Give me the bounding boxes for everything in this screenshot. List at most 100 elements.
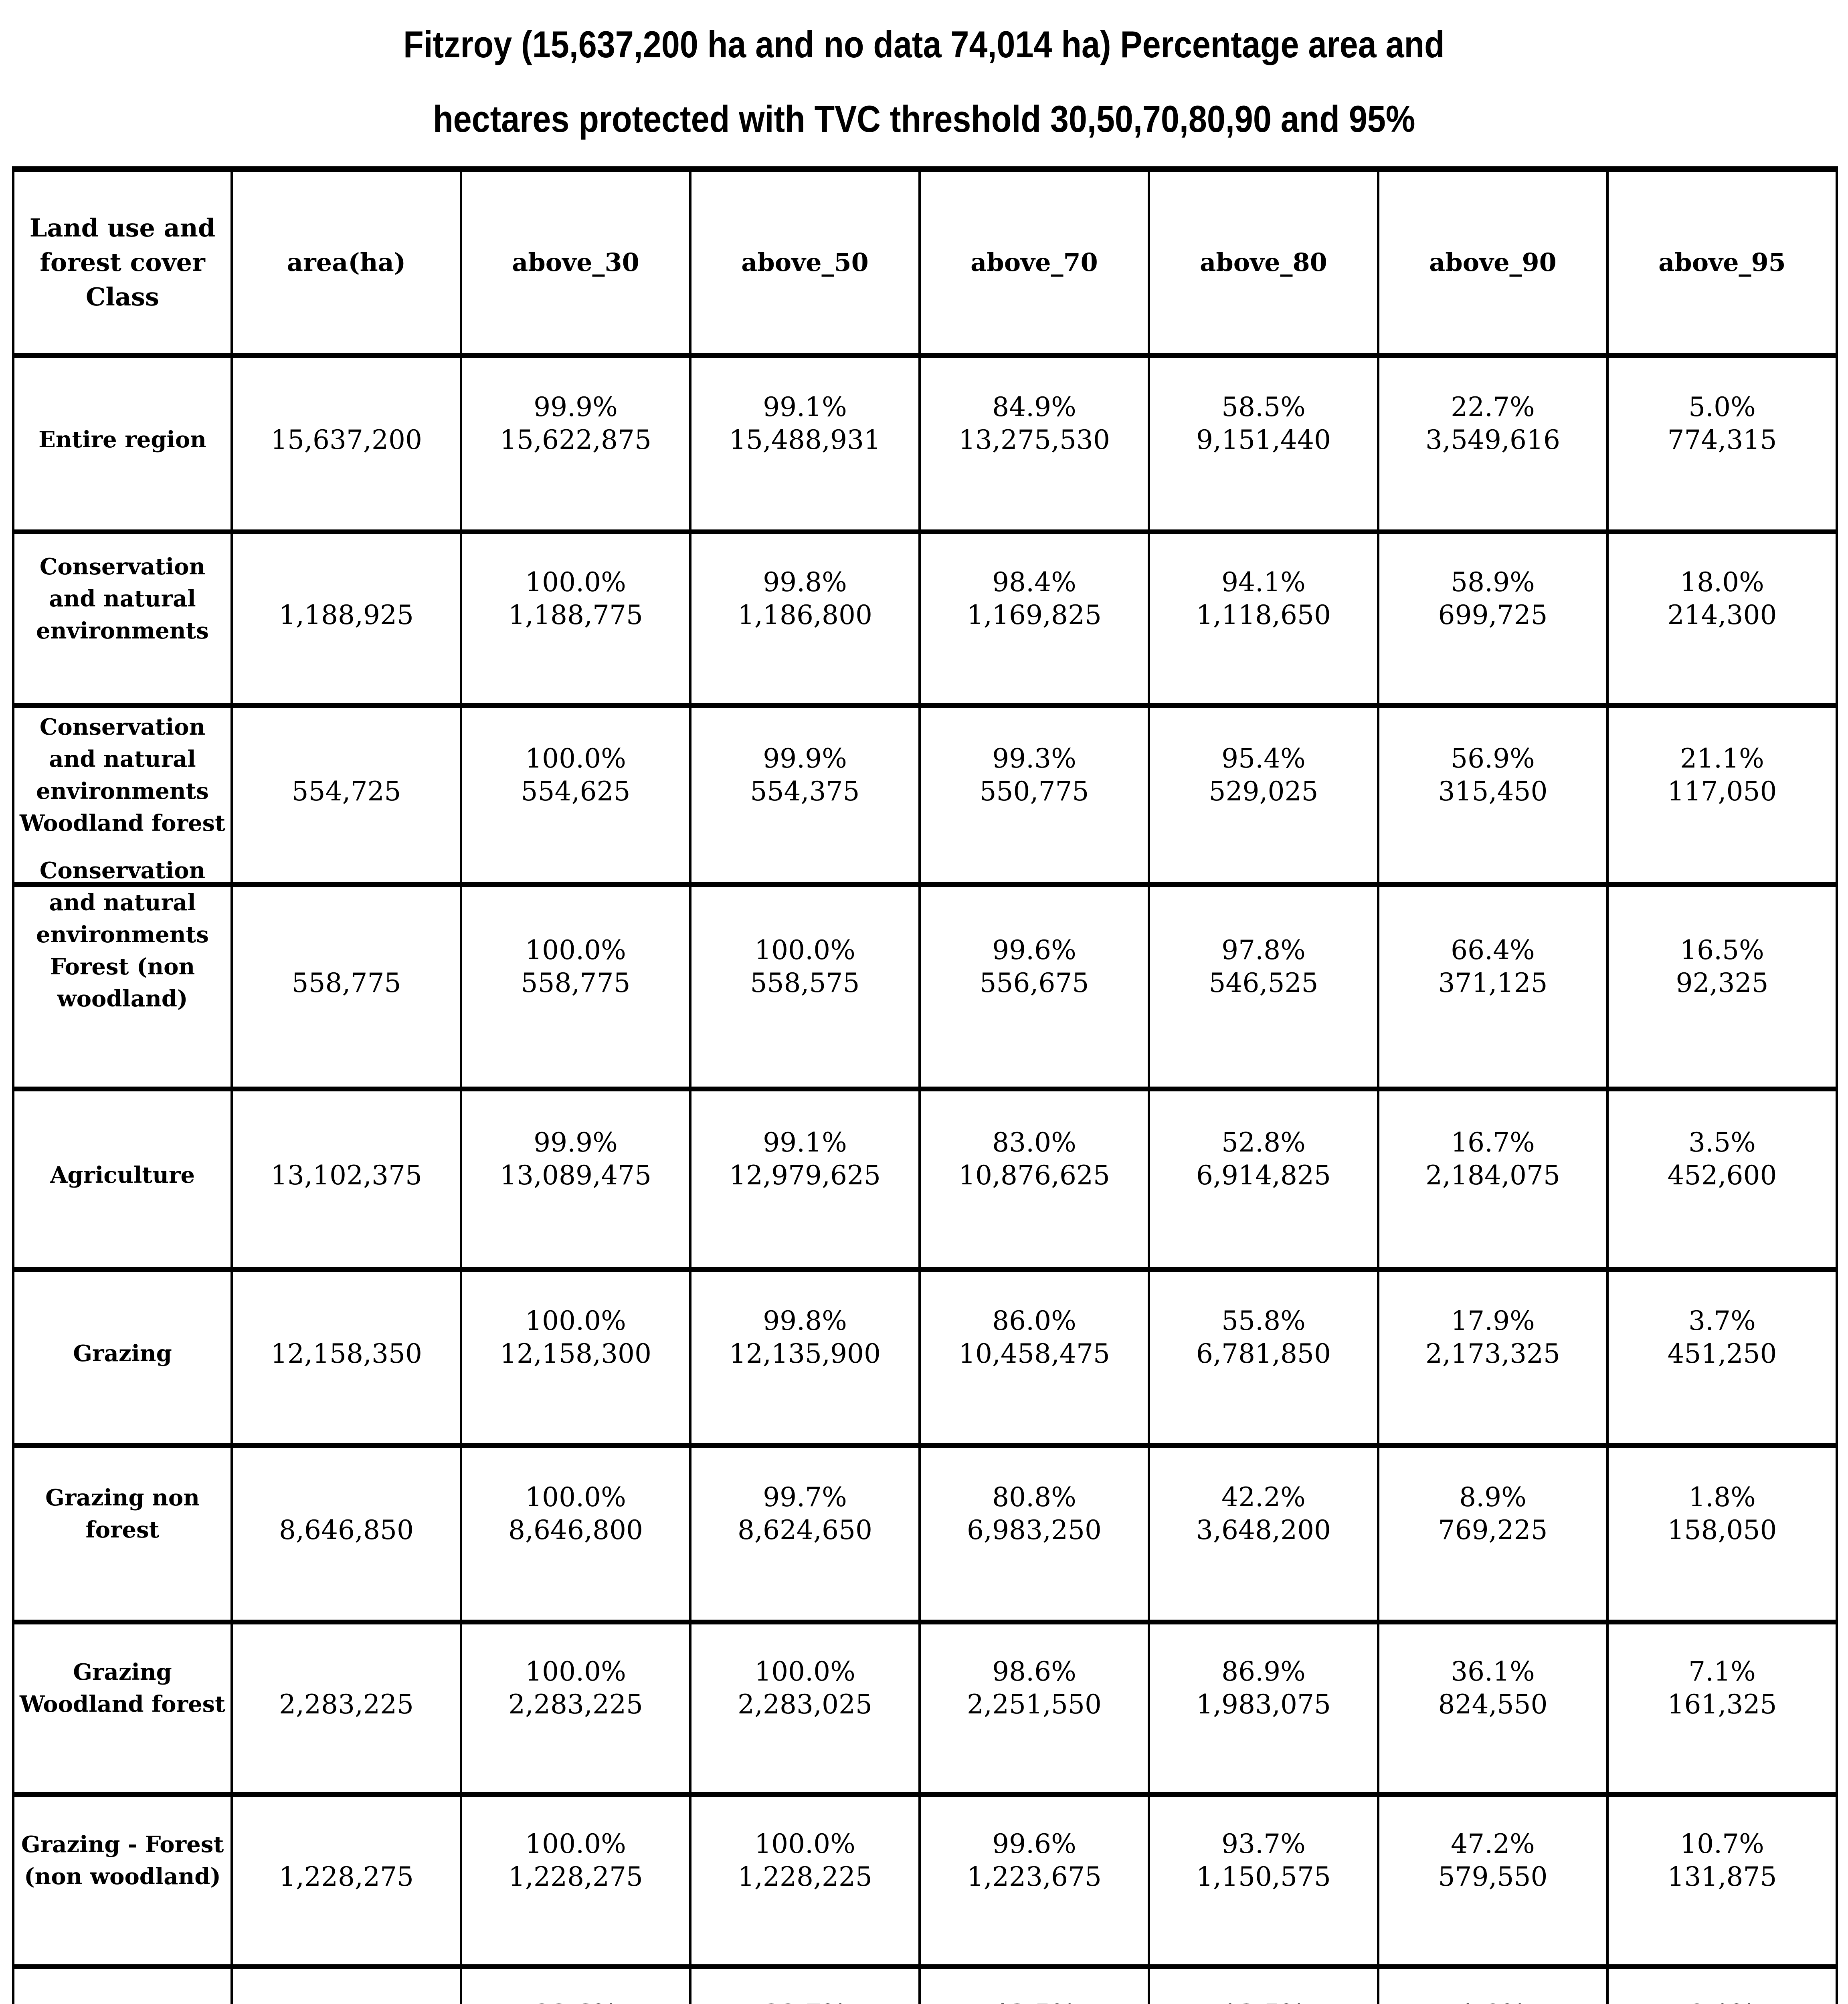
row-label: Conservation and natural environments	[36, 553, 209, 644]
row-label-cell: Conservation and natural environments	[12, 529, 233, 708]
column-header: area(ha)	[230, 167, 462, 358]
percent-line: 89.7%	[691, 1998, 918, 2004]
pct-ha-value: 95.4% 529,025	[1150, 742, 1377, 808]
area-cell: .12,158,350	[230, 1267, 462, 1448]
percent-line: 13.5%	[1150, 1998, 1377, 2004]
row-label-cell: .Cropping	[12, 1964, 233, 2004]
pct-ha-value: 99.6% 556,675	[921, 934, 1148, 1000]
column-header-label: above_95	[1658, 248, 1786, 277]
percent-line: 16.7%	[1451, 1127, 1535, 1158]
data-cell: 99.8% 1,186,800	[689, 529, 921, 708]
area-cell: .1,188,925	[230, 529, 462, 708]
percent-line: 100.0%	[525, 566, 626, 598]
data-cell: 100.0% 2,283,025	[689, 1620, 921, 1797]
column-header: above_95	[1606, 167, 1838, 358]
hectares-line: 117,050	[1667, 776, 1777, 807]
data-cell: 86.0% 10,458,475	[918, 1267, 1150, 1448]
data-cell: 21.1% 117,050	[1606, 703, 1838, 887]
hectares-line: 3,549,616	[1425, 424, 1560, 455]
percent-line: 1.0%	[1379, 1998, 1606, 2004]
area-value: .8,646,850	[279, 1515, 414, 1545]
percent-line: 99.6%	[992, 1828, 1076, 1859]
pct-ha-value: 93.7% 1,150,575	[1150, 1828, 1377, 1893]
data-cell: 5.0% 774,315	[1606, 353, 1838, 534]
data-cell: 100.0% 8,646,800	[460, 1443, 691, 1624]
pct-ha-value: 99.1% 12,979,625	[691, 1126, 918, 1192]
table-row: Conservation and natural environments Wo…	[12, 703, 1838, 887]
data-cell: 100.0% 554,625	[460, 703, 691, 887]
area-value: .554,725	[291, 776, 401, 807]
pct-ha-value: 98.6%801,575	[462, 1998, 689, 2004]
percent-line: 86.9%	[1221, 1656, 1306, 1687]
data-cell: 52.8% 6,914,825	[1148, 1087, 1379, 1272]
table-row: .Grazing.12,158,350100.0%12,158,30099.8%…	[12, 1267, 1838, 1448]
pct-ha-value: 97.8% 546,525	[1150, 934, 1377, 1000]
data-cell: 17.9% 2,173,325	[1377, 1267, 1609, 1448]
area-value: .558,775	[291, 968, 401, 998]
data-cell: 36.1% 824,550	[1377, 1620, 1609, 1797]
hectares-line: 546,525	[1209, 968, 1318, 998]
pct-ha-value: 3.7% 451,250	[1609, 1305, 1836, 1370]
hectares-line: 2,251,550	[967, 1689, 1102, 1720]
pct-ha-value: 100.0% 558,575	[691, 934, 918, 1000]
data-cell: 1.0%8,475	[1377, 1964, 1609, 2004]
percent-line: 99.9%	[534, 392, 618, 422]
area-value: .2,283,225	[279, 1689, 414, 1720]
pct-ha-value: 98.4% 1,169,825	[921, 566, 1148, 632]
percent-line: 98.6%	[462, 1998, 689, 2004]
data-cell: 55.8% 6,781,850	[1148, 1267, 1379, 1448]
hectares-line: 554,375	[750, 776, 860, 807]
column-header: above_50	[689, 167, 921, 358]
data-cell: 98.6%801,575	[460, 1964, 691, 2004]
percent-line: 16.5%	[1680, 935, 1764, 966]
percent-line: 0.1%	[1609, 1998, 1836, 2004]
percent-line: 100.0%	[754, 1656, 855, 1687]
class-column-header: Land use and forest cover Class	[12, 167, 233, 358]
percent-line: 66.4%	[1451, 935, 1535, 966]
pct-ha-value: 83.0% 10,876,625	[921, 1126, 1148, 1192]
hectares-line: 699,725	[1438, 599, 1548, 630]
row-label-cell: .Grazing	[12, 1267, 233, 1448]
table-row: Grazing non forest .8,646,850 100.0%8,646,…	[12, 1443, 1838, 1624]
hectares-line: 315,450	[1438, 776, 1548, 807]
pct-ha-value: 58.9% 699,725	[1379, 566, 1606, 632]
row-label: Conservation and natural environments Fo…	[36, 857, 209, 1012]
row-label-cell: Grazing - Forest (non woodland)	[12, 1792, 233, 1969]
area-cell: .13,102,375	[230, 1087, 462, 1272]
pct-ha-value: 7.1% 161,325	[1609, 1655, 1836, 1721]
pct-ha-value: 100.0% 554,625	[462, 742, 689, 808]
percent-line: 100.0%	[525, 1656, 626, 1687]
area-value: .812,825	[233, 1998, 460, 2004]
percent-line: 55.8%	[1221, 1305, 1306, 1336]
area-value: .1,228,275	[279, 1861, 414, 1892]
hectares-line: 8,624,650	[738, 1515, 872, 1545]
pct-ha-value: 89.7%728,800	[691, 1998, 918, 2004]
pct-ha-value: 100.0% 12,158,300	[462, 1305, 689, 1370]
hectares-line: 1,118,650	[1196, 599, 1331, 630]
data-cell: 99.8% 12,135,900	[689, 1267, 921, 1448]
percent-line: 100.0%	[525, 1482, 626, 1513]
data-cell: 99.9% 15,622,875	[460, 353, 691, 534]
hectares-line: 554,625	[521, 776, 631, 807]
row-label-cell: .Agriculture	[12, 1087, 233, 1272]
table-row: .Entire region .15,637,200 99.9%15,622,875…	[12, 353, 1838, 534]
percent-line: 21.1%	[1680, 743, 1764, 774]
percent-line: 8.9%	[1459, 1482, 1527, 1513]
data-cell: 3.7% 451,250	[1606, 1267, 1838, 1448]
hectares-line: 774,315	[1667, 424, 1777, 455]
percent-line: 99.8%	[763, 566, 847, 598]
table-row: Conservation and natural environments .1,…	[12, 529, 1838, 708]
percent-line: 86.0%	[992, 1305, 1076, 1336]
percent-line: 83.0%	[992, 1127, 1076, 1158]
hectares-line: 92,325	[1676, 968, 1769, 998]
percent-line: 100.0%	[525, 743, 626, 774]
percent-line: 98.6%	[992, 1656, 1076, 1687]
hectares-line: 824,550	[1438, 1689, 1548, 1720]
data-cell: 16.7% 2,184,075	[1377, 1087, 1609, 1272]
title-line-1: Fitzroy (15,637,200 ha and no data 74,01…	[403, 23, 1445, 65]
area-cell: .15,637,200	[230, 353, 462, 534]
hectares-line: 558,775	[521, 968, 631, 998]
hectares-line: 9,151,440	[1196, 424, 1331, 455]
percent-line: 47.2%	[1451, 1828, 1535, 1859]
